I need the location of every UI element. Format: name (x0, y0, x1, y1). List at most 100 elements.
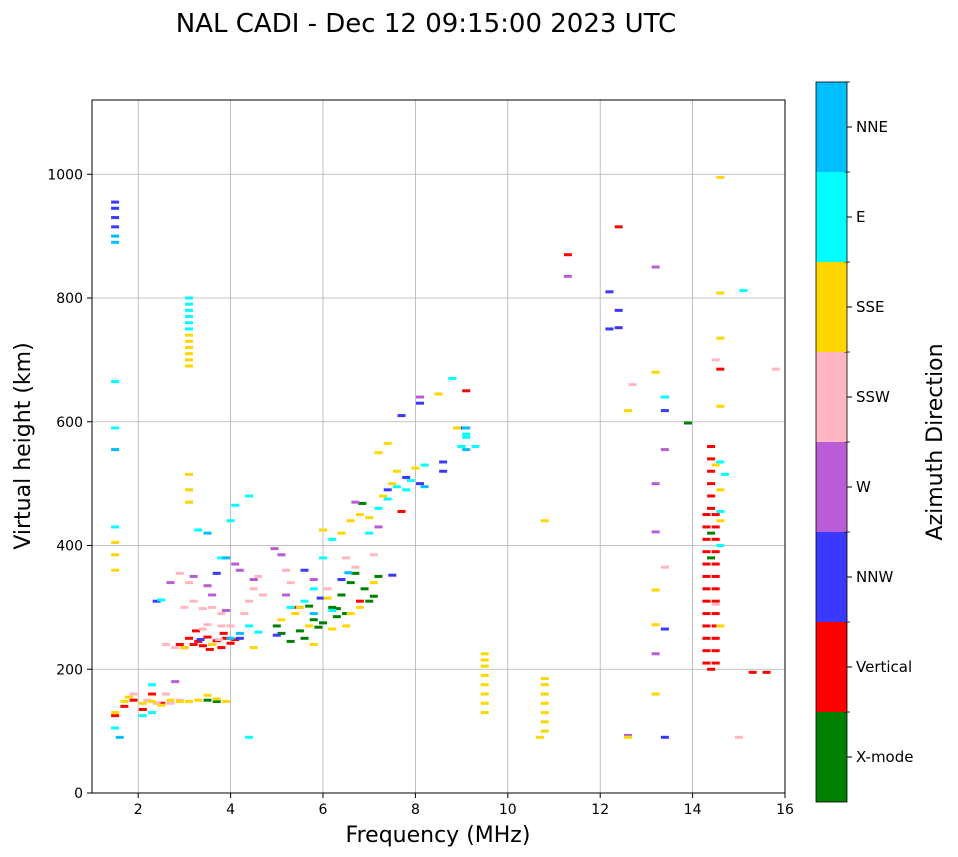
point-sse-40 (388, 482, 397, 486)
point-e-26 (383, 497, 392, 501)
point-x-mode-9 (332, 615, 341, 619)
x-tick-label-12: 12 (591, 802, 609, 818)
point-ssw-34 (171, 646, 180, 650)
point-vertical-26 (702, 612, 711, 616)
point-sse-38 (365, 516, 374, 520)
point-e-32 (457, 445, 466, 448)
point-w-17 (166, 581, 175, 585)
point-sse-79 (319, 528, 327, 532)
point-sse-16 (185, 364, 194, 368)
point-sse-74 (716, 488, 725, 492)
point-vertical-30 (702, 562, 711, 566)
point-x-mode-8 (328, 605, 337, 609)
point-e-6 (185, 327, 194, 331)
colorbar-segment-sse (816, 262, 847, 352)
data-points (111, 175, 780, 739)
point-vertical-55 (748, 670, 757, 674)
point-w-18 (221, 608, 230, 612)
point-vertical-62 (291, 605, 300, 609)
point-sse-2 (111, 540, 120, 544)
point-x-mode-12 (346, 581, 355, 585)
colorbar-label-w: W (856, 478, 871, 496)
point-w-15 (563, 274, 572, 278)
x-tick-label-14: 14 (684, 802, 702, 818)
point-w-11 (651, 482, 660, 486)
point-e-14 (231, 503, 240, 507)
point-nnw-24 (397, 414, 406, 418)
point-w-0 (171, 680, 180, 684)
point-e-45 (328, 608, 337, 612)
point-e-13 (226, 519, 235, 523)
point-vertical-33 (702, 525, 711, 529)
point-e-39 (716, 544, 725, 547)
point-sse-19 (185, 346, 194, 349)
point-sse-51 (480, 673, 489, 677)
point-x-mode-17 (332, 607, 341, 611)
point-w-1 (189, 574, 198, 578)
point-vertical-47 (711, 513, 720, 517)
point-vertical-1 (120, 704, 129, 708)
point-nnw-14 (614, 326, 623, 330)
point-vertical-56 (762, 670, 771, 674)
point-sse-33 (342, 624, 351, 628)
point-sse-66 (651, 370, 660, 374)
point-sse-18 (185, 352, 194, 356)
point-sse-37 (355, 513, 364, 517)
point-e-23 (328, 537, 337, 541)
point-x-mode-23 (358, 501, 367, 505)
point-sse-41 (392, 469, 401, 473)
point-sse-65 (623, 735, 632, 739)
point-vertical-28 (702, 587, 711, 591)
point-e-15 (245, 494, 254, 498)
point-e-41 (739, 289, 748, 293)
x-tick-label-6: 6 (319, 802, 328, 818)
point-vertical-9 (189, 643, 198, 646)
point-e-8 (185, 315, 194, 319)
point-w-9 (277, 553, 286, 557)
point-nnw-0 (111, 225, 120, 229)
point-x-mode-24 (305, 604, 314, 608)
point-sse-72 (716, 336, 725, 340)
point-nnw-11 (439, 469, 448, 473)
point-ssw-36 (215, 638, 224, 642)
y-tick-label-0: 0 (74, 786, 83, 802)
point-e-43 (217, 556, 226, 560)
point-w-3 (208, 593, 217, 597)
colorbar-segment-nne (816, 82, 847, 172)
point-vertical-29 (702, 574, 711, 578)
x-tick-label-10: 10 (499, 802, 517, 818)
point-nnw-25 (152, 599, 161, 603)
point-w-13 (651, 652, 660, 656)
point-nnw-26 (388, 573, 397, 577)
point-sse-43 (374, 451, 383, 455)
point-ssw-29 (628, 383, 637, 387)
point-sse-48 (480, 701, 489, 705)
point-vertical-49 (707, 482, 716, 486)
point-ssw-11 (198, 627, 207, 631)
point-nne-2 (111, 240, 120, 244)
point-ssw-8 (198, 607, 207, 611)
point-e-12 (194, 528, 203, 532)
point-e-27 (392, 485, 401, 489)
point-sse-69 (651, 692, 660, 696)
point-vertical-8 (185, 636, 194, 640)
point-vertical-36 (711, 649, 720, 653)
point-e-30 (420, 463, 429, 467)
colorbar-label-e: E (856, 208, 865, 226)
point-sse-26 (249, 646, 258, 650)
point-nne-10 (462, 426, 471, 430)
grid-lines (92, 100, 785, 793)
point-vertical-11 (198, 644, 207, 648)
point-ssw-19 (258, 593, 267, 597)
colorbar: X-mode Vertical NNW W SSW SSE E NNE (815, 81, 913, 803)
point-e-44 (148, 683, 157, 687)
point-vertical-41 (711, 587, 720, 591)
point-nnw-16 (605, 290, 614, 294)
point-ssw-7 (189, 599, 198, 603)
point-e-16 (245, 735, 254, 739)
point-vertical-63 (355, 599, 364, 603)
point-e-28 (402, 488, 411, 492)
point-vertical-0 (111, 714, 120, 718)
point-ssw-28 (771, 367, 780, 371)
point-sse-73 (716, 404, 725, 408)
